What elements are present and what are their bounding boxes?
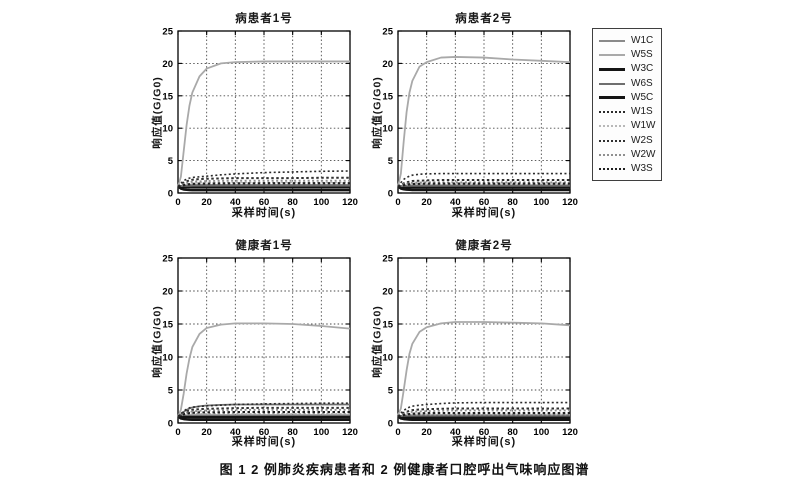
legend-item-label: W1W [631,120,656,132]
legend-item: W1C [599,35,656,47]
legend-item-label: W2S [631,134,653,146]
legend-item: W2S [599,135,656,147]
plot-title-healthy-2: 健康者2号 [455,240,513,252]
legend-line-sample [599,82,625,85]
legend-line-sample [599,139,625,142]
plot-title-patient-2: 病患者2号 [455,13,513,25]
legend-item-label: W5C [631,91,654,103]
legend-line-sample [599,153,625,156]
figure-caption: 图 1 2 例肺炎疾病患者和 2 例健康者口腔呼出气味响应图谱 [219,462,590,477]
x-axis-label-patient-1: 采样时间(s) [231,207,297,219]
legend-line-sample [599,96,625,100]
legend-line-sample [599,54,625,57]
y-axis-label-patient-1: 响应值(G/G0) [151,76,164,149]
y-axis-label-healthy-1: 响应值(G/G0) [151,305,164,378]
legend-item-label: W1S [631,106,653,118]
x-axis-label-patient-2: 采样时间(s) [451,207,517,219]
legend-item: W2W [599,149,656,161]
legend-line-sample [599,167,625,170]
legend-item: W1W [599,120,656,132]
plot-canvas-healthy-2 [368,252,584,441]
legend-item-label: W2W [631,148,656,160]
plot-canvas-patient-2 [368,25,584,211]
legend-item: W3C [599,63,656,75]
legend-item: W3S [599,163,656,175]
plot-title-patient-1: 病患者1号 [235,13,293,25]
x-axis-label-healthy-2: 采样时间(s) [451,436,517,448]
legend-item-label: W5S [631,49,653,61]
legend-line-sample [599,40,625,42]
legend-line-sample [599,111,625,114]
plot-canvas-patient-1 [148,25,364,211]
legend-item: W5S [599,49,656,61]
legend-item-label: W3S [631,162,653,174]
plot-canvas-healthy-1 [148,252,364,441]
plot-title-healthy-1: 健康者1号 [235,240,293,252]
legend-item: W1S [599,106,656,118]
legend-line-sample [599,67,625,71]
y-axis-label-patient-2: 响应值(G/G0) [371,76,384,149]
y-axis-label-healthy-2: 响应值(G/G0) [371,305,384,378]
legend-item: W5C [599,92,656,104]
legend-item-label: W6S [631,77,653,89]
legend-item-label: W3C [631,63,654,75]
legend-item-label: W1C [631,35,654,46]
legend: W1C W5S W3C W6S W5C W1S W1W W2S [592,28,662,181]
x-axis-label-healthy-1: 采样时间(s) [231,436,297,448]
legend-item: W6S [599,78,656,90]
legend-line-sample [599,125,625,128]
